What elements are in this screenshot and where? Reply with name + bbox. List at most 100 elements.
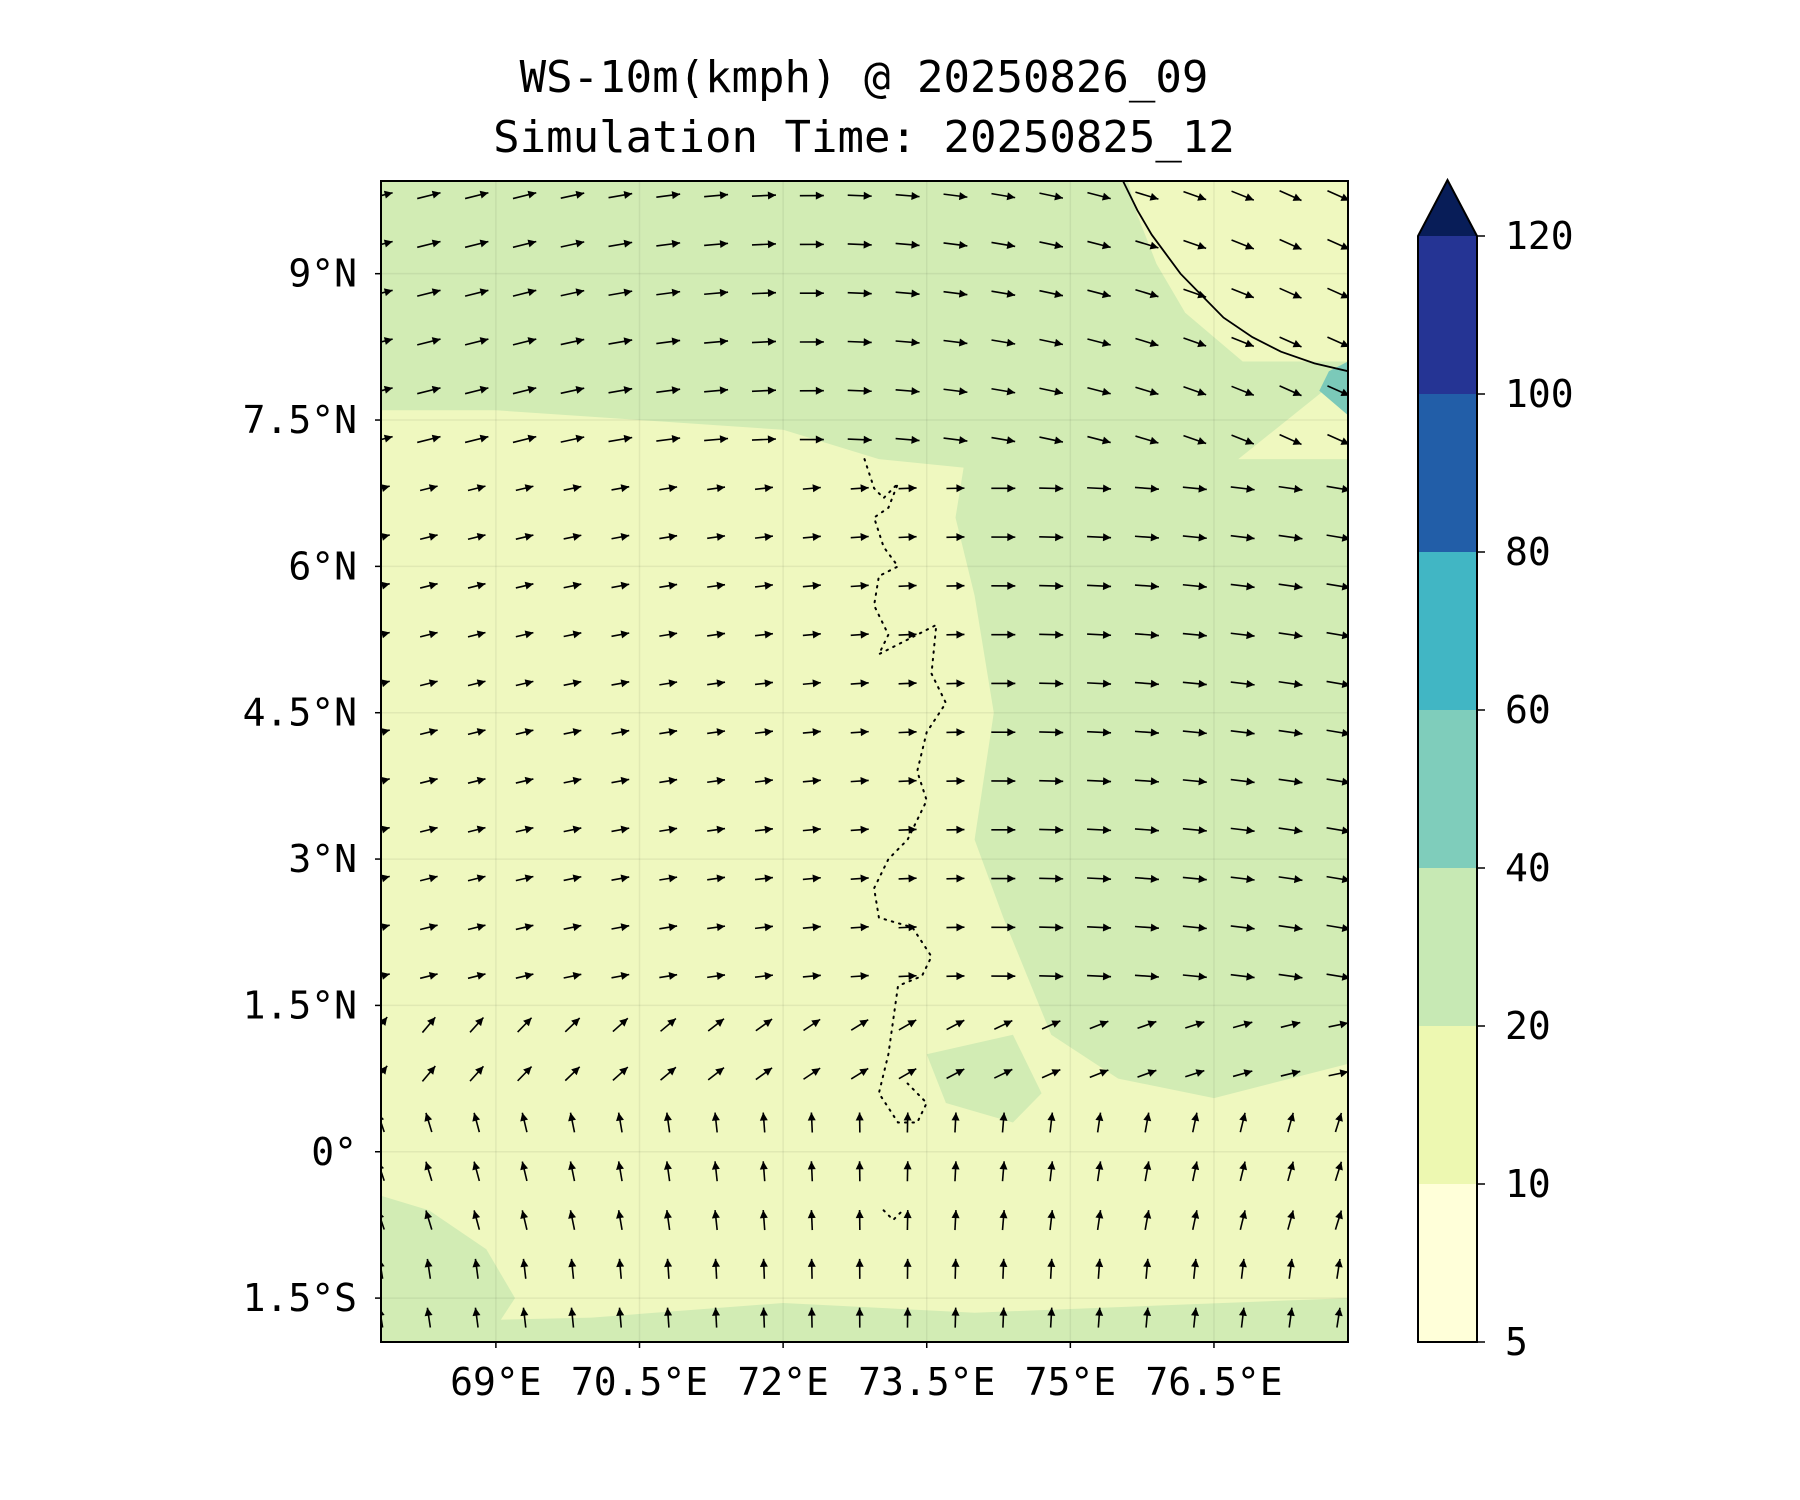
wind-arrow: [1191, 1112, 1200, 1133]
wind-arrow: [993, 1019, 1013, 1030]
wind-arrow: [419, 581, 438, 590]
wind-arrow: [751, 240, 776, 249]
wind-arrow: [991, 679, 1016, 688]
wind-arrow: [759, 1258, 768, 1279]
wind-arrow: [1287, 1161, 1295, 1182]
wind-arrow: [807, 1112, 816, 1133]
wind-arrow: [1278, 875, 1303, 884]
wind-arrow: [1087, 533, 1112, 542]
wind-arrow: [754, 728, 774, 737]
wind-arrow: [1095, 1161, 1104, 1182]
wind-arrow: [1041, 1068, 1061, 1079]
wind-arrow: [898, 484, 917, 493]
wind-arrow: [1326, 826, 1348, 835]
wind-arrow: [611, 776, 630, 785]
wind-arrow: [1231, 190, 1255, 201]
wind-arrow: [850, 1067, 869, 1080]
wind-arrow: [1334, 1210, 1343, 1230]
wind-arrow: [1334, 1307, 1343, 1328]
wind-arrow: [1191, 1258, 1199, 1279]
wind-arrow: [424, 1258, 433, 1279]
colorbar-segment: [1418, 236, 1477, 394]
wind-arrow: [560, 434, 585, 443]
wind-arrow: [946, 679, 965, 688]
wind-arrow: [999, 1307, 1008, 1328]
wind-arrow: [993, 1068, 1013, 1079]
wind-arrow: [704, 386, 729, 395]
wind-arrow: [850, 484, 869, 493]
wind-arrow: [417, 239, 441, 249]
wind-arrow: [381, 679, 390, 688]
wind-arrow: [560, 190, 585, 199]
wind-arrow: [1039, 874, 1064, 883]
chart-title-line-1: WS-10m(kmph) @ 20250826_09: [519, 52, 1209, 103]
wind-arrow: [751, 289, 776, 298]
wind-arrow: [1087, 191, 1111, 201]
wind-arrow: [850, 679, 869, 688]
colorbar-tick-label: 80: [1505, 530, 1551, 574]
wind-arrow: [611, 825, 630, 834]
wind-arrow: [807, 1307, 816, 1328]
wind-arrow: [991, 436, 1016, 445]
wind-arrow: [424, 1210, 433, 1230]
wind-arrow: [946, 874, 965, 883]
wind-arrow: [515, 728, 534, 736]
wind-arrow: [1182, 582, 1207, 591]
wind-arrow: [656, 435, 681, 443]
wind-arrow: [754, 484, 774, 493]
wind-arrow: [381, 337, 393, 345]
wind-arrow: [1327, 336, 1348, 348]
wind-arrow: [656, 337, 681, 346]
wind-arrow: [1334, 1112, 1343, 1133]
coastlines: [863, 181, 1348, 1222]
wind-arrow: [903, 1161, 912, 1182]
wind-arrow: [1326, 485, 1348, 493]
x-axis-ticks: 69°E 70.5°E 72°E 73.5°E 75°E 76.5°E: [450, 1342, 1283, 1404]
wind-arrow: [1182, 777, 1207, 786]
wind-arrow: [659, 923, 678, 932]
wind-arrow: [751, 386, 776, 395]
wind-arrow: [1039, 192, 1064, 201]
wind-arrow: [472, 1258, 481, 1279]
wind-arrow: [381, 923, 390, 931]
wind-arrow: [946, 1019, 965, 1031]
wind-arrow: [1087, 435, 1111, 445]
wind-arrow: [563, 630, 582, 639]
wind-arrow: [381, 434, 393, 443]
wind-arrow: [515, 874, 534, 883]
wind-arrow: [850, 776, 869, 785]
wind-arrow: [1327, 238, 1348, 250]
wind-arrow: [1278, 680, 1303, 688]
wind-arrow: [467, 484, 486, 492]
wind-arrow: [464, 288, 489, 297]
wind-arrow: [1087, 338, 1111, 347]
wind-arrow: [1238, 1307, 1247, 1328]
wind-arrow: [1039, 679, 1064, 688]
wind-arrow: [999, 1210, 1008, 1231]
wind-arrow: [417, 385, 441, 395]
wind-arrow: [568, 1112, 577, 1133]
wind-arrow: [1089, 1020, 1109, 1030]
colorbar-tick-label: 100: [1505, 372, 1574, 416]
wind-arrow: [616, 1258, 625, 1279]
wind-arrow: [850, 825, 869, 834]
wind-arrow: [759, 1210, 768, 1231]
wind-arrow: [563, 825, 582, 834]
chart-title-line-2: Simulation Time: 20250825_12: [493, 112, 1235, 163]
wind-arrow: [1279, 336, 1302, 348]
wind-arrow: [807, 1210, 816, 1231]
wind-arrow: [802, 972, 821, 981]
wind-arrow: [1087, 728, 1112, 737]
wind-arrow: [1041, 1020, 1061, 1030]
wind-arrow: [1230, 484, 1255, 493]
wind-arrow: [419, 484, 438, 492]
y-tick-label: 0°: [311, 1130, 357, 1174]
wind-arrow: [1231, 288, 1255, 299]
wind-arrow: [1191, 1210, 1200, 1230]
wind-arrow: [991, 630, 1016, 639]
wind-arrow: [802, 825, 821, 834]
wind-arrow: [1230, 533, 1255, 542]
wind-arrow: [1279, 287, 1302, 299]
wind-arrow: [1134, 679, 1159, 688]
